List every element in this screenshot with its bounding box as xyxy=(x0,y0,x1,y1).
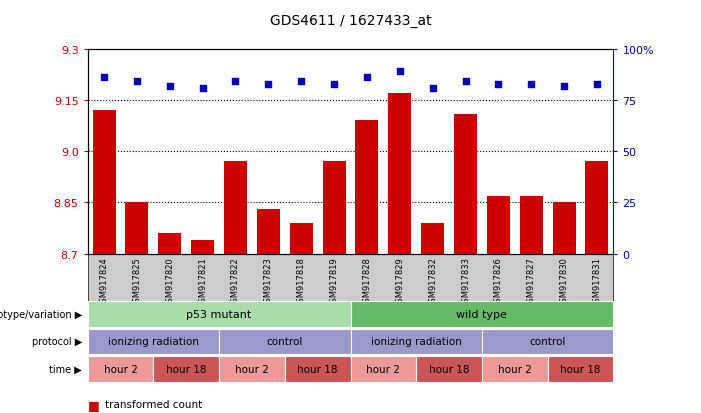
Bar xyxy=(224,162,247,254)
Text: hour 2: hour 2 xyxy=(104,364,137,374)
Point xyxy=(592,81,603,88)
Bar xyxy=(322,162,346,254)
Bar xyxy=(552,203,576,254)
Point xyxy=(230,79,241,85)
Text: time ▶: time ▶ xyxy=(49,364,82,374)
Bar xyxy=(355,121,379,254)
Bar xyxy=(487,196,510,254)
Text: ■: ■ xyxy=(88,398,100,411)
Text: control: control xyxy=(266,337,303,347)
Text: ■: ■ xyxy=(88,410,100,413)
Text: GDS4611 / 1627433_at: GDS4611 / 1627433_at xyxy=(270,14,431,28)
Bar xyxy=(191,240,214,254)
Text: protocol ▶: protocol ▶ xyxy=(32,337,82,347)
Text: wild type: wild type xyxy=(456,309,508,319)
Text: hour 18: hour 18 xyxy=(297,364,338,374)
Text: hour 18: hour 18 xyxy=(560,364,601,374)
Text: percentile rank within the sample: percentile rank within the sample xyxy=(105,412,281,413)
Point xyxy=(98,75,109,81)
Bar xyxy=(454,114,477,254)
Text: hour 18: hour 18 xyxy=(429,364,470,374)
Bar xyxy=(421,223,444,254)
Point xyxy=(526,81,537,88)
Point xyxy=(164,83,175,90)
Point xyxy=(427,85,438,92)
Bar xyxy=(388,94,411,254)
Text: transformed count: transformed count xyxy=(105,399,203,409)
Bar xyxy=(290,223,313,254)
Point xyxy=(296,79,307,85)
Bar xyxy=(125,203,149,254)
Point xyxy=(559,83,570,90)
Text: ionizing radiation: ionizing radiation xyxy=(371,337,462,347)
Text: control: control xyxy=(529,337,566,347)
Text: p53 mutant: p53 mutant xyxy=(186,309,252,319)
Point xyxy=(460,79,471,85)
Text: hour 2: hour 2 xyxy=(235,364,269,374)
Point xyxy=(493,81,504,88)
Text: genotype/variation ▶: genotype/variation ▶ xyxy=(0,309,82,319)
Point xyxy=(329,81,340,88)
Bar xyxy=(585,162,608,254)
Bar xyxy=(519,196,543,254)
Bar xyxy=(158,233,182,254)
Text: hour 2: hour 2 xyxy=(498,364,532,374)
Text: hour 18: hour 18 xyxy=(166,364,207,374)
Point xyxy=(361,75,372,81)
Bar xyxy=(93,111,116,254)
Point xyxy=(197,85,208,92)
Text: ionizing radiation: ionizing radiation xyxy=(108,337,199,347)
Point xyxy=(263,81,274,88)
Text: hour 2: hour 2 xyxy=(367,364,400,374)
Point xyxy=(131,79,142,85)
Point xyxy=(394,69,405,75)
Bar xyxy=(257,210,280,254)
